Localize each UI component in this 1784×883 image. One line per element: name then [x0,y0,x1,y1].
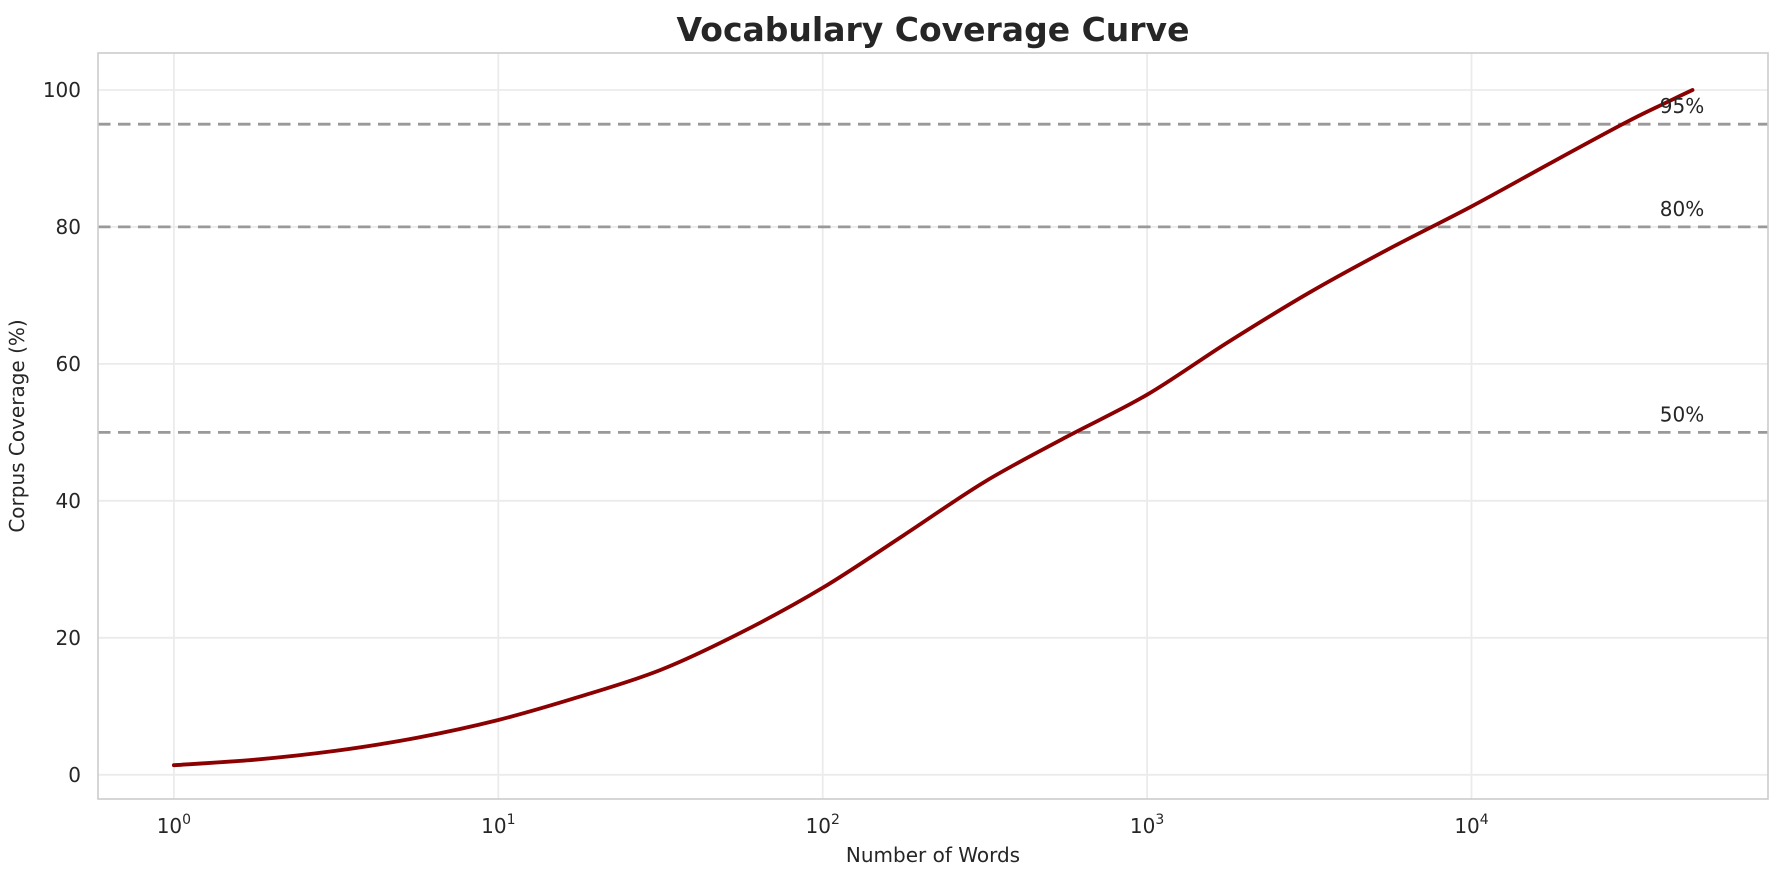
coverage-curve-line [172,88,1695,768]
x-tick-label: 103 [1130,812,1164,838]
y-tick-label: 0 [68,763,81,787]
x-tick-label: 100 [157,812,191,838]
y-tick-label: 20 [56,626,81,650]
y-tick-label: 60 [56,352,81,376]
threshold-labels: 50% 80% 95% [1660,94,1704,426]
axis-tick-labels: 0 20 40 60 80 100 100 101 102 103 104 [43,78,1489,838]
chart-title: Vocabulary Coverage Curve [677,10,1190,49]
threshold-label: 95% [1660,94,1704,118]
y-tick-label: 80 [56,215,81,239]
y-axis-label: Corpus Coverage (%) [5,319,29,532]
x-tick-label: 101 [481,812,515,838]
x-axis-label: Number of Words [846,843,1020,867]
gridlines [98,53,1768,799]
x-tick-label: 104 [1454,812,1488,838]
plot-border [97,52,1769,800]
y-tick-label: 100 [43,78,81,102]
x-tick-label: 102 [806,812,840,838]
threshold-label: 50% [1660,402,1704,426]
threshold-lines [98,122,1768,434]
threshold-label: 80% [1660,197,1704,221]
y-tick-label: 40 [56,489,81,513]
